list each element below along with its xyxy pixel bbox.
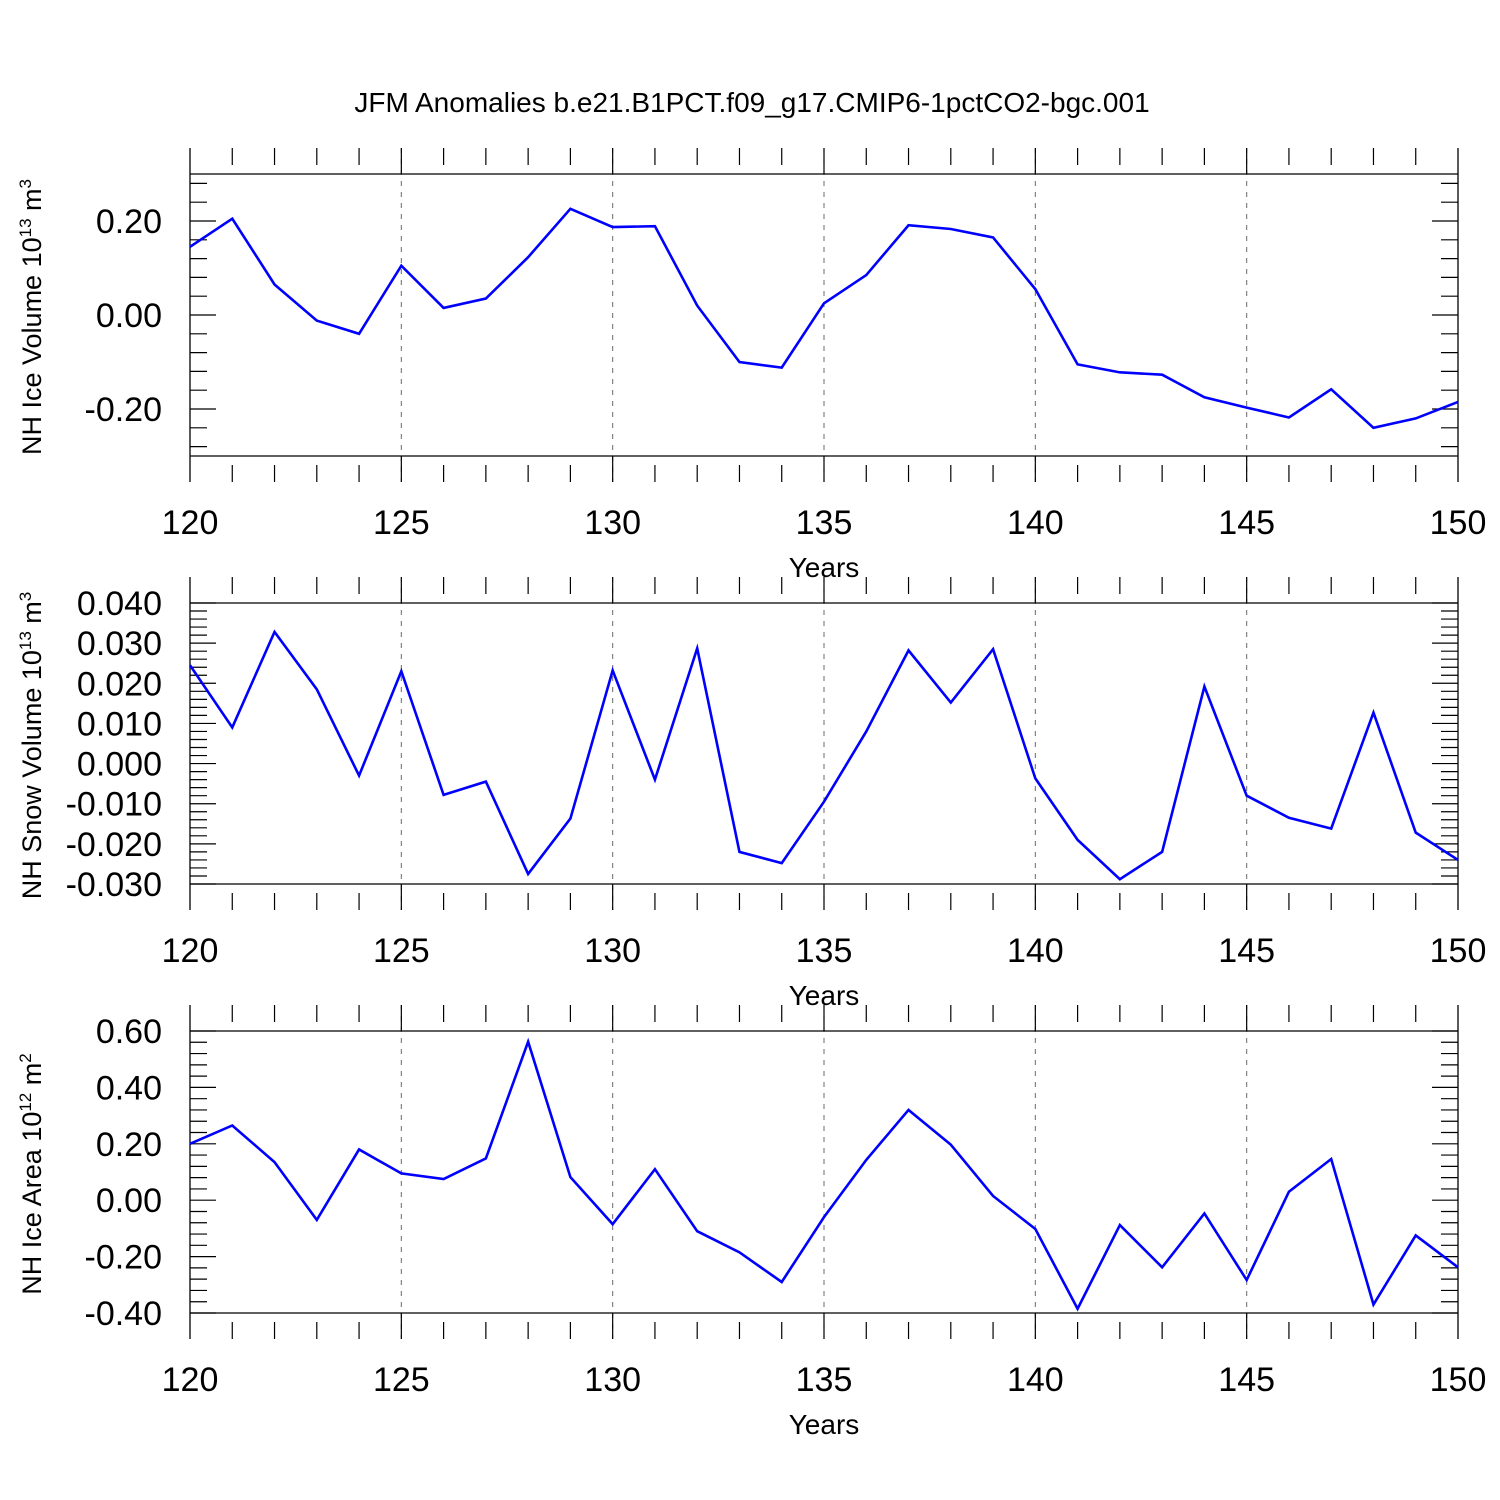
x-tick-label: 135 (796, 932, 853, 970)
x-tick-label: 125 (373, 1361, 430, 1399)
x-tick-label: 140 (1007, 1361, 1064, 1399)
y-axis-label: NH Ice Area 1012 m2 (16, 1053, 47, 1294)
x-tick-label: 145 (1218, 504, 1275, 542)
x-tick-label: 135 (796, 504, 853, 542)
chart-title: JFM Anomalies b.e21.B1PCT.f09_g17.CMIP6-… (354, 87, 1149, 118)
y-tick-label: -0.010 (66, 786, 162, 824)
panels: -0.20 0.00 0.20 120 125 130 135 140 145 150 Years N… (16, 148, 1486, 1440)
y-tick-label: 0.20 (96, 1126, 162, 1164)
x-tick-label: 120 (162, 1361, 219, 1399)
x-tick-label: 130 (584, 504, 641, 542)
panel-3: -0.40 -0.20 0.00 0.20 0.40 0.60 120 125 130 135 14… (16, 1005, 1486, 1440)
x-tick-label: 125 (373, 504, 430, 542)
series-line-3 (189, 1037, 1459, 1312)
x-tick-label: 130 (584, 932, 641, 970)
y-tick-label: 0.010 (77, 705, 162, 743)
x-tick-label: 120 (162, 932, 219, 970)
y-tick-label: 0.20 (96, 203, 162, 241)
x-tick-label: 145 (1218, 1361, 1275, 1399)
x-tick-label: 145 (1218, 932, 1275, 970)
y-tick-label: 0.60 (96, 1013, 162, 1051)
y-tick-label: -0.030 (66, 866, 162, 904)
y-label-superscript: 12 (16, 1093, 35, 1112)
y-tick-label: 0.020 (77, 665, 162, 703)
y-tick-label: 0.000 (77, 746, 162, 784)
y-label-text: m (17, 188, 47, 218)
panel-2: -0.030-0.020-0.0100.0000.0100.0200.0300.… (16, 577, 1486, 1011)
y-tick-label: 0.030 (77, 625, 162, 663)
x-tick-label: 140 (1007, 932, 1064, 970)
y-tick-label: 0.00 (96, 297, 162, 335)
x-tick-label: 125 (373, 932, 430, 970)
y-tick-label: 0.040 (77, 585, 162, 623)
x-tick-label: 135 (796, 1361, 853, 1399)
x-tick-label: 130 (584, 1361, 641, 1399)
y-label-superscript: 3 (16, 592, 35, 601)
y-label-text: NH Ice Volume 10 (17, 237, 47, 455)
series-line-1 (189, 207, 1459, 430)
y-tick-label: -0.40 (85, 1295, 163, 1333)
x-tick-label: 120 (162, 504, 219, 542)
series-line-2 (188, 629, 1459, 881)
y-axis-label: NH Ice Volume 1013 m3 (16, 179, 47, 455)
y-label-superscript: 13 (16, 631, 35, 650)
y-label-text: m (17, 1063, 47, 1093)
y-axis-label: NH Snow Volume 1013 m3 (16, 592, 47, 900)
y-tick-label: 0.40 (96, 1069, 162, 1107)
y-label-superscript: 13 (16, 218, 35, 237)
x-tick-label: 150 (1430, 932, 1487, 970)
y-tick-label: -0.020 (66, 826, 162, 864)
y-tick-label: 0.00 (96, 1182, 162, 1220)
y-label-superscript: 3 (16, 179, 35, 188)
x-tick-label: 150 (1430, 504, 1487, 542)
x-tick-label: 140 (1007, 504, 1064, 542)
y-label-text: NH Ice Area 10 (17, 1112, 47, 1295)
y-tick-label: -0.20 (85, 1239, 163, 1277)
x-axis-label: Years (789, 1409, 860, 1440)
x-tick-label: 150 (1430, 1361, 1487, 1399)
y-label-text: NH Snow Volume 10 (17, 650, 47, 899)
y-label-text: m (17, 601, 47, 631)
y-label-superscript: 2 (16, 1053, 35, 1062)
y-tick-label: -0.20 (85, 391, 163, 429)
